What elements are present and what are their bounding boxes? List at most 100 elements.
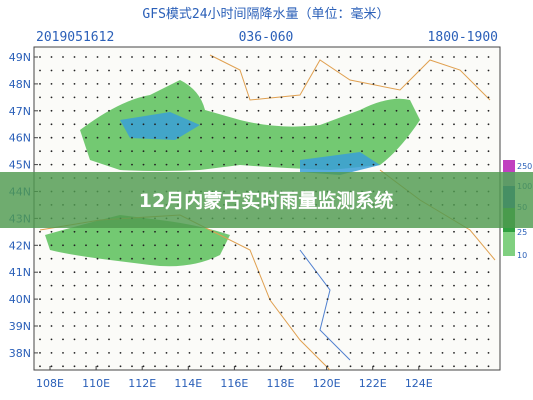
- station-dot: [39, 284, 41, 287]
- station-dot: [326, 69, 329, 72]
- station-dot: [108, 338, 110, 341]
- station-dot: [85, 69, 87, 72]
- station-dot: [188, 96, 191, 99]
- station-dot: [234, 150, 237, 153]
- station-dot: [257, 69, 260, 72]
- station-dot: [177, 109, 179, 112]
- station-dot: [395, 56, 398, 58]
- station-dot: [303, 244, 306, 247]
- init-time: 2019051612: [36, 30, 114, 45]
- station-dot: [188, 56, 191, 58]
- station-dot: [119, 163, 122, 166]
- station-dot: [430, 271, 432, 274]
- station-dot: [50, 244, 53, 247]
- station-dot: [384, 96, 386, 99]
- station-dot: [464, 365, 467, 368]
- station-dot: [108, 69, 110, 72]
- station-dot: [223, 69, 225, 72]
- station-dot: [188, 271, 191, 274]
- station-dot: [326, 56, 329, 58]
- station-dot: [326, 311, 329, 314]
- station-dot: [430, 257, 432, 260]
- station-dot: [188, 298, 191, 300]
- station-dot: [292, 284, 294, 287]
- station-dot: [372, 109, 375, 112]
- station-dot: [119, 244, 122, 247]
- station-dot: [407, 284, 409, 287]
- lat-label: 49N: [9, 51, 31, 64]
- station-dot: [188, 257, 191, 260]
- station-dot: [292, 365, 294, 368]
- station-dot: [464, 257, 467, 260]
- station-dot: [269, 150, 271, 153]
- station-dot: [372, 123, 375, 126]
- station-dot: [372, 271, 375, 274]
- station-dot: [142, 338, 145, 341]
- station-dot: [349, 365, 352, 368]
- station-dot: [39, 96, 41, 99]
- station-dot: [165, 284, 168, 287]
- station-dot: [50, 230, 53, 233]
- station-dot: [257, 325, 260, 327]
- station-dot: [453, 96, 455, 99]
- station-dot: [361, 163, 363, 166]
- station-dot: [315, 230, 317, 233]
- station-dot: [349, 311, 352, 314]
- station-dot: [200, 150, 202, 153]
- station-dot: [269, 136, 271, 139]
- station-dot: [50, 257, 53, 260]
- station-dot: [395, 83, 398, 85]
- station-dot: [430, 311, 432, 314]
- station-dot: [384, 230, 386, 233]
- station-dot: [418, 96, 421, 99]
- station-dot: [476, 338, 478, 341]
- station-dot: [96, 298, 99, 300]
- station-dot: [280, 96, 283, 99]
- station-dot: [119, 338, 122, 341]
- station-dot: [315, 284, 317, 287]
- station-dot: [257, 352, 260, 354]
- station-dot: [188, 311, 191, 314]
- station-dot: [154, 365, 156, 368]
- station-dot: [280, 311, 283, 314]
- station-dot: [315, 69, 317, 72]
- station-dot: [395, 311, 398, 314]
- station-dot: [96, 325, 99, 327]
- station-dot: [361, 365, 363, 368]
- station-dot: [361, 109, 363, 112]
- station-dot: [142, 284, 145, 287]
- station-dot: [464, 56, 467, 58]
- station-dot: [142, 311, 145, 314]
- station-dot: [384, 271, 386, 274]
- station-dot: [246, 150, 248, 153]
- station-dot: [384, 123, 386, 126]
- station-dot: [108, 311, 110, 314]
- station-dot: [73, 284, 76, 287]
- station-dot: [372, 284, 375, 287]
- station-dot: [395, 163, 398, 166]
- station-dot: [211, 298, 214, 300]
- station-dot: [372, 325, 375, 327]
- station-dot: [326, 123, 329, 126]
- station-dot: [85, 123, 87, 126]
- station-dot: [50, 338, 53, 341]
- station-dot: [326, 298, 329, 300]
- station-dot: [200, 69, 202, 72]
- station-dot: [223, 230, 225, 233]
- station-dot: [441, 163, 444, 166]
- station-dot: [418, 284, 421, 287]
- time-range: 1800-1900: [428, 30, 498, 45]
- station-dot: [108, 244, 110, 247]
- station-dot: [211, 150, 214, 153]
- station-dot: [292, 150, 294, 153]
- station-dot: [361, 338, 363, 341]
- station-dot: [464, 284, 467, 287]
- station-dot: [223, 311, 225, 314]
- station-dot: [257, 271, 260, 274]
- station-dot: [372, 163, 375, 166]
- station-dot: [372, 150, 375, 153]
- station-dot: [430, 298, 432, 300]
- station-dot: [349, 109, 352, 112]
- station-dot: [246, 230, 248, 233]
- station-dot: [62, 257, 64, 260]
